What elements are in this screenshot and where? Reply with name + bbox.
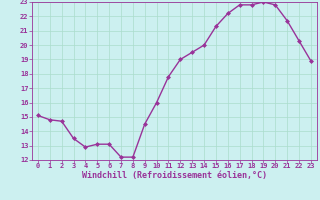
X-axis label: Windchill (Refroidissement éolien,°C): Windchill (Refroidissement éolien,°C) xyxy=(82,171,267,180)
